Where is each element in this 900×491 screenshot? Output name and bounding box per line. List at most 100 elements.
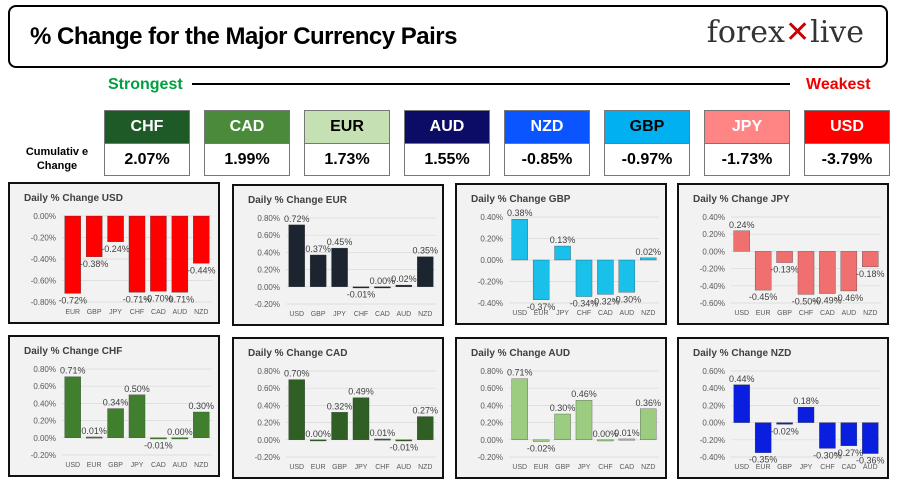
y-tick-label: 0.20% xyxy=(480,419,503,428)
currency-tile-usd: USD -3.79% xyxy=(804,110,890,176)
bar-nzd xyxy=(417,256,434,287)
data-label: 0.50% xyxy=(124,384,150,394)
bar-usd xyxy=(64,376,81,438)
x-tick-label: AUD xyxy=(841,310,856,317)
tile-value: 1.99% xyxy=(205,143,289,175)
x-tick-label: EUR xyxy=(534,464,549,471)
chart-usd: Daily % Change USD -0.80% -0.60% -0.40% -0.2… xyxy=(8,182,220,324)
y-tick-label: 0.00% xyxy=(480,256,503,265)
y-tick-label: -0.40% xyxy=(478,299,503,308)
chart-nzd: Daily % Change NZD -0.40% -0.20% 0.00% 0.20%… xyxy=(677,337,889,479)
bar-jpy xyxy=(352,397,370,440)
data-label: 0.45% xyxy=(327,237,353,247)
bar-gbp xyxy=(331,412,348,440)
bar-usd xyxy=(733,384,750,423)
data-label: 0.49% xyxy=(348,387,374,397)
chart-eur: Daily % Change EUR -0.20% 0.00% 0.20% 0.40% 0… xyxy=(232,184,444,326)
tile-value: -1.73% xyxy=(705,143,789,175)
x-tick-label: CHF xyxy=(130,309,144,316)
bar-gbp xyxy=(85,215,103,257)
bar-nzd xyxy=(640,257,657,261)
y-tick-label: 0.40% xyxy=(702,213,725,222)
y-tick-label: -0.20% xyxy=(700,265,725,274)
chart-aud: Daily % Change AUD -0.20% 0.00% 0.20% 0.40% 0… xyxy=(455,337,667,479)
y-tick-label: 0.60% xyxy=(257,231,280,240)
x-tick-label: GBP xyxy=(311,311,326,318)
y-tick-label: -0.20% xyxy=(478,278,503,287)
data-label: -0.01% xyxy=(347,290,376,300)
data-label: 0.70% xyxy=(284,369,310,379)
y-tick-label: 0.40% xyxy=(480,213,503,222)
x-tick-label: JPY xyxy=(355,464,368,471)
x-tick-label: CHF xyxy=(354,311,368,318)
bar-cad xyxy=(374,286,391,289)
y-tick-label: -0.20% xyxy=(255,300,280,309)
bar-chf xyxy=(575,259,593,297)
currency-tile-gbp: GBP -0.97% xyxy=(604,110,690,176)
bar-cad xyxy=(819,251,836,294)
data-label: -0.37% xyxy=(527,302,556,312)
data-label: 0.32% xyxy=(327,401,353,411)
data-label: 0.30% xyxy=(189,401,215,411)
y-tick-label: 0.00% xyxy=(257,283,280,292)
y-tick-label: 0.00% xyxy=(257,436,280,445)
tile-currency: EUR xyxy=(305,111,389,143)
x-tick-label: GBP xyxy=(87,309,102,316)
bar-jpy xyxy=(331,247,348,287)
chart-title: Daily % Change JPY xyxy=(693,194,790,205)
chart-title: Daily % Change EUR xyxy=(248,195,348,206)
x-tick-label: USD xyxy=(289,311,304,318)
x-tick-label: AUD xyxy=(863,464,878,471)
x-tick-label: CHF xyxy=(577,310,591,317)
y-tick-label: 0.40% xyxy=(257,248,280,257)
bar-gbp xyxy=(107,408,124,438)
x-tick-label: EUR xyxy=(311,464,326,471)
bar-cad xyxy=(597,259,614,295)
data-label: -0.32% xyxy=(591,296,620,306)
x-tick-label: CAD xyxy=(841,464,856,471)
data-label: 0.27% xyxy=(413,406,439,416)
tile-value: 2.07% xyxy=(105,143,189,175)
chart-title: Daily % Change CHF xyxy=(24,346,122,357)
currency-tile-aud: AUD 1.55% xyxy=(404,110,490,176)
data-label: -0.50% xyxy=(792,296,821,306)
bar-eur xyxy=(309,439,327,442)
x-tick-label: JPY xyxy=(556,310,569,317)
x-tick-label: GBP xyxy=(555,464,570,471)
y-tick-label: -0.80% xyxy=(31,298,56,307)
x-tick-label: USD xyxy=(512,310,527,317)
y-tick-label: -0.40% xyxy=(31,255,56,264)
tile-value: 1.55% xyxy=(405,143,489,175)
y-tick-label: 0.80% xyxy=(257,367,280,376)
y-tick-label: 0.40% xyxy=(257,401,280,410)
bar-usd xyxy=(288,379,305,440)
y-tick-label: -0.20% xyxy=(478,453,503,462)
bar-jpy xyxy=(107,215,124,242)
y-tick-label: 0.20% xyxy=(702,230,725,239)
bar-eur xyxy=(532,259,550,300)
bar-nzd xyxy=(862,251,879,268)
tile-currency: NZD xyxy=(505,111,589,143)
bar-chf xyxy=(819,422,836,449)
page-title: % Change for the Major Currency Pairs xyxy=(30,23,457,50)
chart-title: Daily % Change USD xyxy=(24,193,123,204)
bar-usd xyxy=(733,230,750,252)
chart-title: Daily % Change NZD xyxy=(693,348,791,359)
chart-svg: Daily % Change JPY -0.60% -0.40% -0.20% 0.00… xyxy=(693,194,885,317)
strength-divider xyxy=(192,83,790,85)
data-label: 0.36% xyxy=(636,398,662,408)
bar-cad xyxy=(150,215,167,292)
currency-tile-nzd: NZD -0.85% xyxy=(504,110,590,176)
y-tick-label: -0.20% xyxy=(31,451,56,460)
tile-value: -0.85% xyxy=(505,143,589,175)
chart-gbp: Daily % Change GBP -0.40% -0.20% 0.00% 0.20%… xyxy=(455,183,667,325)
x-tick-label: EUR xyxy=(534,310,549,317)
data-label: 0.30% xyxy=(550,403,576,413)
chart-jpy: Daily % Change JPY -0.60% -0.40% -0.20% 0.00… xyxy=(677,183,889,325)
currency-tile-eur: EUR 1.73% xyxy=(304,110,390,176)
bar-gbp xyxy=(554,413,571,440)
bar-usd xyxy=(511,378,528,440)
data-label: 0.71% xyxy=(60,366,86,376)
data-label: -0.36% xyxy=(856,456,885,466)
x-tick-label: CAD xyxy=(375,311,390,318)
